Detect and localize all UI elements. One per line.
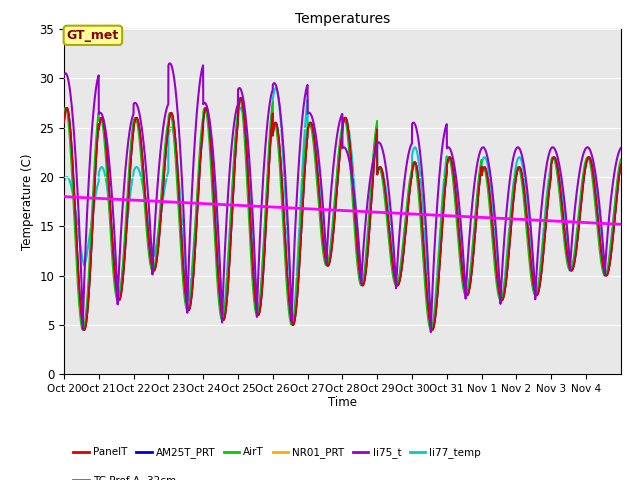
Title: Temperatures: Temperatures (295, 12, 390, 26)
Y-axis label: Temperature (C): Temperature (C) (21, 153, 34, 250)
Legend: TC Prof A -32cm: TC Prof A -32cm (69, 472, 180, 480)
Text: GT_met: GT_met (67, 29, 119, 42)
X-axis label: Time: Time (328, 396, 357, 408)
